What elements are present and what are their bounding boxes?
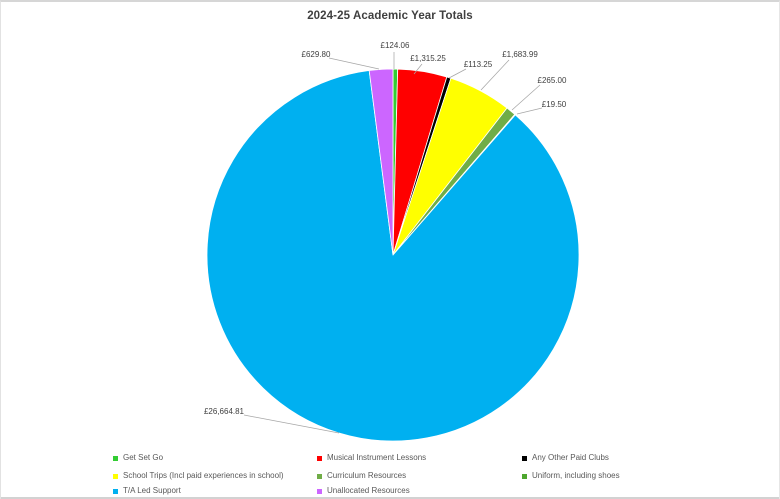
chart-title: 2024-25 Academic Year Totals [307,10,473,22]
legend-swatch-icon [317,455,322,461]
leader-line-unallocated-resources [328,57,380,70]
legend-label: T/A Led Support [123,486,181,495]
legend-item-unallocated-resources[interactable]: Unallocated Resources [317,486,410,496]
legend-item-curriculum-resources[interactable]: Curriculum Resources [317,471,406,481]
legend-swatch-icon [113,488,118,494]
legend-label: Unallocated Resources [327,486,410,495]
legend-label: Curriculum Resources [327,471,407,480]
leader-line-curriculum-resources [511,84,541,111]
legend-swatch-icon [522,473,527,479]
legend-item-uniform-including-shoes[interactable]: Uniform, including shoes [522,471,620,481]
legend-label: School Trips (Incl paid experiences in s… [123,471,284,480]
leader-line-musical-instrument-lessons [413,63,423,75]
legend-swatch-icon [113,455,118,461]
data-label-unallocated-resources: £629.80 [302,50,331,59]
legend-swatch-icon [522,455,527,461]
legend-item-t-a-led-support[interactable]: T/A Led Support [113,486,181,496]
legend-swatch-icon [113,473,118,479]
legend-swatch-icon [317,488,322,494]
data-label-curriculum-resources: £265.00 [538,76,567,85]
window-edge [1,497,779,499]
legend-item-any-other-paid-clubs[interactable]: Any Other Paid Clubs [522,453,609,463]
legend-label: Musical Instrument Lessons [327,453,427,462]
legend-item-school-trips-incl-paid-experiences-in-school[interactable]: School Trips (Incl paid experiences in s… [113,471,284,481]
legend-item-get-set-go[interactable]: Get Set Go [113,453,163,463]
data-label-get-set-go: £124.06 [381,41,410,50]
data-label-t-a-led-support: £26,664.81 [204,407,245,416]
data-label-musical-instrument-lessons: £1,315.25 [410,54,446,63]
leader-line-t-a-led-support [243,414,340,434]
legend-label: Get Set Go [123,453,164,462]
legend-label: Uniform, including shoes [532,471,620,480]
data-label-uniform-including-shoes: £19.50 [542,100,567,109]
data-label-any-other-paid-clubs: £113.25 [464,60,493,69]
leader-line-any-other-paid-clubs [448,68,467,79]
data-label-school-trips-incl-paid-experiences-in-school: £1,683.99 [502,50,538,59]
leader-line-uniform-including-shoes [516,107,543,115]
pie-slice-unallocated-resources[interactable] [368,68,394,256]
legend-swatch-icon [317,473,322,479]
legend-item-musical-instrument-lessons[interactable]: Musical Instrument Lessons [317,453,426,463]
leader-line-school-trips-incl-paid-experiences-in-school [480,59,510,91]
legend-label: Any Other Paid Clubs [532,453,609,462]
